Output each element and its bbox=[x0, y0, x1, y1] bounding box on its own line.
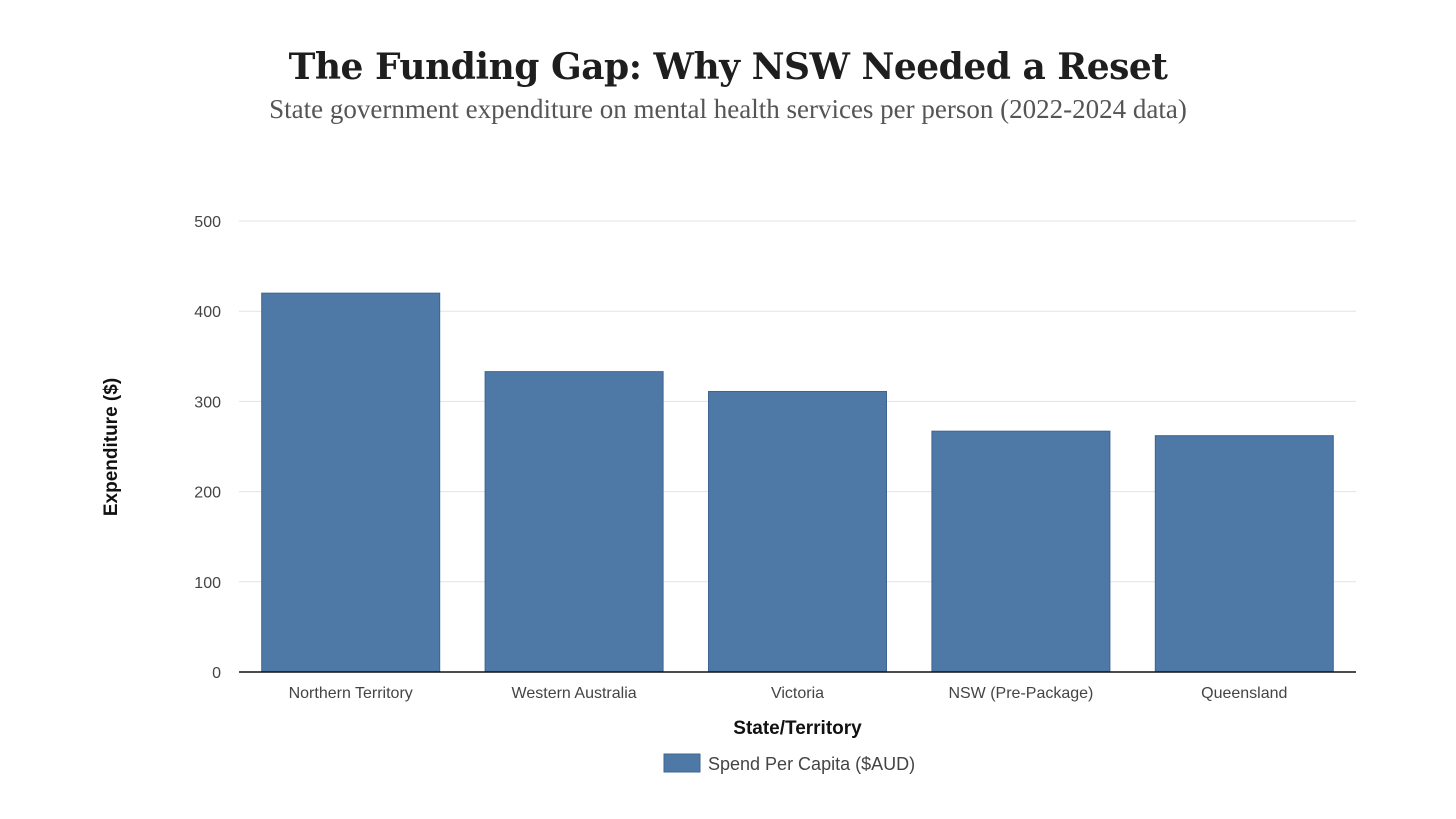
bar bbox=[484, 371, 664, 673]
y-tick-label: 500 bbox=[194, 214, 221, 231]
y-tick-label: 400 bbox=[194, 304, 221, 321]
y-tick-label: 200 bbox=[194, 485, 221, 502]
legend: Spend Per Capita ($AUD) bbox=[663, 753, 915, 774]
x-axis-title: State/Territory bbox=[733, 718, 862, 739]
bar bbox=[261, 292, 441, 673]
x-tick-label: Victoria bbox=[771, 685, 824, 702]
x-tick-label: NSW (Pre-Package) bbox=[948, 685, 1093, 702]
bars bbox=[261, 292, 1334, 673]
y-axis-ticks: 0 100 200 300 400 500 bbox=[194, 214, 221, 682]
x-axis-ticks: Northern Territory Western Australia Victo… bbox=[289, 685, 1288, 702]
y-axis-title: Expenditure ($) bbox=[101, 378, 122, 516]
x-tick-label: Northern Territory bbox=[289, 685, 413, 702]
bar bbox=[708, 390, 887, 673]
chart-title: The Funding Gap: Why NSW Needed a Reset bbox=[288, 46, 1168, 88]
legend-label: Spend Per Capita ($AUD) bbox=[708, 754, 915, 774]
x-tick-label: Queensland bbox=[1201, 685, 1287, 702]
y-tick-label: 300 bbox=[194, 394, 221, 411]
bar bbox=[931, 430, 1111, 673]
legend-swatch bbox=[663, 753, 701, 773]
chart-subtitle: State government expenditure on mental h… bbox=[269, 94, 1187, 124]
y-tick-label: 0 bbox=[212, 665, 221, 682]
y-tick-label: 100 bbox=[194, 575, 221, 592]
x-tick-label: Western Australia bbox=[512, 685, 637, 702]
bar bbox=[1154, 435, 1334, 673]
